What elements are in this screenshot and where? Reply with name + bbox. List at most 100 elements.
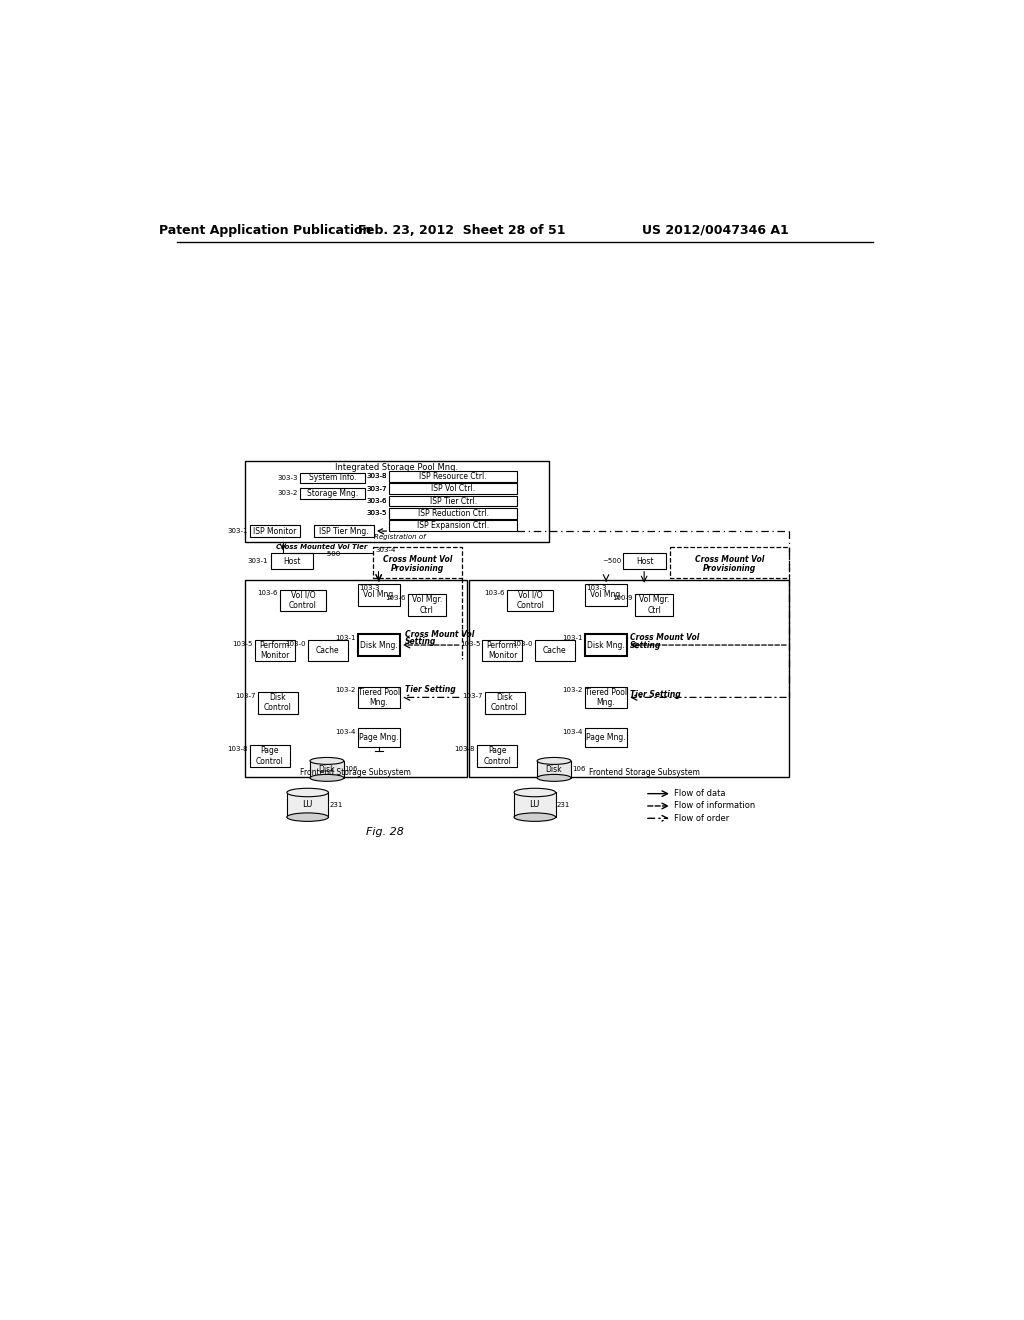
Text: Cross Mount Vol: Cross Mount Vol: [383, 556, 452, 564]
Text: ~500: ~500: [602, 558, 621, 564]
Text: 231: 231: [556, 801, 569, 808]
Bar: [357, 729, 400, 747]
Bar: [300, 488, 366, 499]
Text: ~500: ~500: [322, 552, 341, 557]
Text: Disk Mng.: Disk Mng.: [587, 640, 625, 649]
Text: Tiered Pool
Mng.: Tiered Pool Mng.: [585, 688, 627, 708]
Text: Vol Mgr.
Ctrl: Vol Mgr. Ctrl: [639, 595, 670, 615]
Text: Setting: Setting: [404, 638, 436, 647]
Text: Page Mng.: Page Mng.: [586, 733, 626, 742]
Bar: [585, 686, 628, 708]
Text: Tier Setting: Tier Setting: [630, 690, 680, 698]
Text: Flow of information: Flow of information: [674, 801, 756, 810]
Text: Vol Mng.: Vol Mng.: [590, 590, 623, 599]
Text: ISP Resource Ctrl.: ISP Resource Ctrl.: [420, 473, 487, 480]
Text: 303-5: 303-5: [367, 511, 387, 516]
Bar: [389, 483, 517, 494]
Text: LU: LU: [302, 800, 313, 809]
Text: 103-2: 103-2: [335, 688, 355, 693]
Bar: [484, 692, 524, 714]
Text: Frontend Storage Subsystem: Frontend Storage Subsystem: [300, 768, 412, 776]
Bar: [477, 744, 517, 767]
Text: 100-9: 100-9: [612, 595, 633, 601]
Bar: [300, 473, 366, 483]
Text: Cache: Cache: [315, 645, 340, 655]
Text: Cross Mount Vol: Cross Mount Vol: [630, 632, 699, 642]
Text: Disk Mng.: Disk Mng.: [360, 640, 397, 649]
Text: 103-4: 103-4: [562, 729, 583, 735]
Bar: [469, 581, 788, 776]
Text: Perform.
Monitor: Perform. Monitor: [486, 640, 519, 660]
Text: Fig. 28: Fig. 28: [366, 828, 403, 837]
Text: ISP Vol Ctrl.: ISP Vol Ctrl.: [431, 484, 475, 494]
Text: 303-6: 303-6: [367, 498, 387, 504]
Text: 231: 231: [330, 801, 343, 808]
Bar: [357, 585, 400, 606]
Ellipse shape: [310, 758, 344, 764]
Text: Storage Mng.: Storage Mng.: [307, 488, 358, 498]
Text: Patent Application Publication: Patent Application Publication: [159, 223, 372, 236]
Ellipse shape: [538, 775, 571, 781]
Text: Vol I/O
Control: Vol I/O Control: [516, 590, 544, 610]
Text: 303-7: 303-7: [367, 486, 387, 492]
Text: Disk: Disk: [546, 764, 562, 774]
Text: Registration of: Registration of: [374, 535, 426, 540]
Bar: [313, 525, 374, 537]
Text: ISP Monitor: ISP Monitor: [253, 527, 297, 536]
Text: ISP Expansion Ctrl.: ISP Expansion Ctrl.: [417, 521, 489, 531]
Bar: [408, 594, 446, 615]
Text: Tiered Pool
Mng.: Tiered Pool Mng.: [357, 688, 400, 708]
Text: 303-1: 303-1: [227, 528, 248, 535]
Text: Host: Host: [636, 557, 653, 565]
Text: Cache: Cache: [543, 645, 566, 655]
Text: Feb. 23, 2012  Sheet 28 of 51: Feb. 23, 2012 Sheet 28 of 51: [358, 223, 565, 236]
Text: 103-3: 103-3: [359, 585, 380, 591]
Text: 303-4: 303-4: [376, 548, 396, 553]
Bar: [307, 640, 348, 661]
Bar: [670, 548, 788, 578]
Text: 103-6: 103-6: [484, 590, 505, 597]
Text: Host: Host: [283, 557, 301, 565]
Text: ISP Tier Ctrl.: ISP Tier Ctrl.: [430, 496, 477, 506]
Bar: [250, 525, 300, 537]
Bar: [357, 635, 400, 656]
Text: Page
Control: Page Control: [483, 746, 511, 766]
Text: ISP Reduction Ctrl.: ISP Reduction Ctrl.: [418, 510, 488, 517]
Text: System Info.: System Info.: [309, 474, 356, 482]
Text: 106: 106: [571, 767, 586, 772]
Bar: [255, 640, 295, 661]
Bar: [482, 640, 522, 661]
Text: 303-8: 303-8: [367, 474, 387, 479]
Bar: [270, 553, 313, 569]
Text: 303-3: 303-3: [278, 475, 298, 480]
Text: Cross Mounted Vol Tier: Cross Mounted Vol Tier: [275, 544, 368, 550]
Text: 103-2: 103-2: [562, 688, 583, 693]
Bar: [507, 590, 553, 611]
Text: 103-4: 103-4: [335, 729, 355, 735]
Text: 103-3: 103-3: [587, 585, 607, 591]
Text: 303-7: 303-7: [367, 486, 387, 492]
Bar: [389, 471, 517, 482]
Text: 303-5: 303-5: [367, 511, 387, 516]
Text: 103-6: 103-6: [385, 595, 406, 601]
Text: 303-1: 303-1: [248, 558, 268, 564]
Text: Provisioning: Provisioning: [391, 564, 444, 573]
Text: LU: LU: [529, 800, 540, 809]
Text: Disk: Disk: [318, 764, 335, 774]
Text: Perform.
Monitor: Perform. Monitor: [259, 640, 292, 660]
Bar: [535, 640, 574, 661]
Ellipse shape: [538, 758, 571, 764]
Text: 303-8: 303-8: [367, 474, 387, 479]
Text: Cross Mount Vol: Cross Mount Vol: [694, 556, 764, 564]
Text: Provisioning: Provisioning: [702, 564, 756, 573]
Text: 103-1: 103-1: [335, 635, 355, 642]
Text: Disk
Control: Disk Control: [490, 693, 519, 713]
Text: Frontend Storage Subsystem: Frontend Storage Subsystem: [589, 768, 700, 776]
Bar: [250, 744, 290, 767]
Ellipse shape: [287, 788, 329, 797]
Text: Page Mng.: Page Mng.: [359, 733, 398, 742]
Text: 103-0: 103-0: [512, 640, 532, 647]
Text: 106: 106: [345, 767, 358, 772]
Bar: [310, 760, 344, 777]
Text: Disk
Control: Disk Control: [264, 693, 292, 713]
